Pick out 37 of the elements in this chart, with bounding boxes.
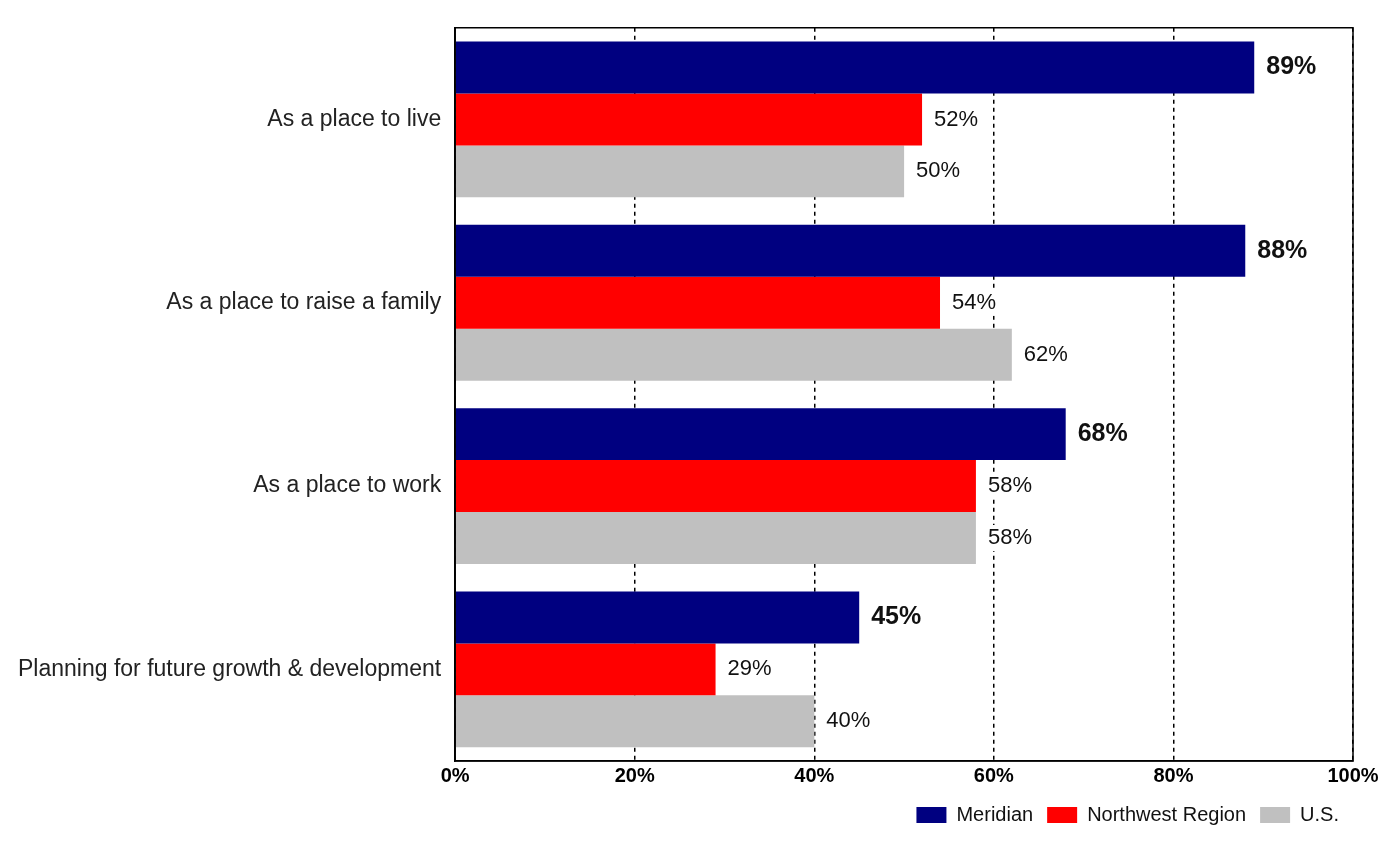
y-tick-label: As a place to work <box>253 471 442 498</box>
bar <box>455 224 1246 277</box>
bar <box>455 512 976 564</box>
x-tick-label: 100% <box>1327 763 1379 786</box>
data-label: 58% <box>987 472 1032 498</box>
bar <box>455 408 1066 461</box>
data-label: 52% <box>934 105 979 131</box>
data-label: 88% <box>1257 234 1308 263</box>
bar <box>455 93 923 146</box>
x-tick-label: 20% <box>614 763 655 786</box>
legend-label: U.S. <box>1300 802 1340 825</box>
data-label: 58% <box>987 524 1032 550</box>
data-label: 89% <box>1266 51 1317 80</box>
legend-label: Northwest Region <box>1087 802 1247 825</box>
bar <box>455 643 716 696</box>
y-tick-label: As a place to live <box>267 104 442 131</box>
bar <box>455 460 976 513</box>
data-label: 45% <box>871 601 922 630</box>
bar <box>455 328 1012 381</box>
data-label: 62% <box>1023 340 1068 366</box>
data-label: 54% <box>952 288 997 314</box>
x-tick-label: 60% <box>973 763 1015 786</box>
legend-label: Meridian <box>956 802 1034 825</box>
bar <box>455 145 905 198</box>
bar <box>455 695 815 748</box>
data-label: 29% <box>727 655 772 681</box>
bar <box>455 276 941 329</box>
x-tick-label: 80% <box>1153 763 1194 786</box>
data-label: 50% <box>916 157 961 183</box>
x-tick-label: 0% <box>440 763 470 786</box>
data-label: 40% <box>826 707 871 733</box>
data-label: 68% <box>1077 418 1128 447</box>
y-tick-label: Planning for future growth & development <box>17 654 442 681</box>
x-tick-label: 40% <box>794 763 835 786</box>
y-tick-label: As a place to raise a family <box>166 288 442 315</box>
bar <box>455 591 860 644</box>
bar <box>455 41 1255 94</box>
